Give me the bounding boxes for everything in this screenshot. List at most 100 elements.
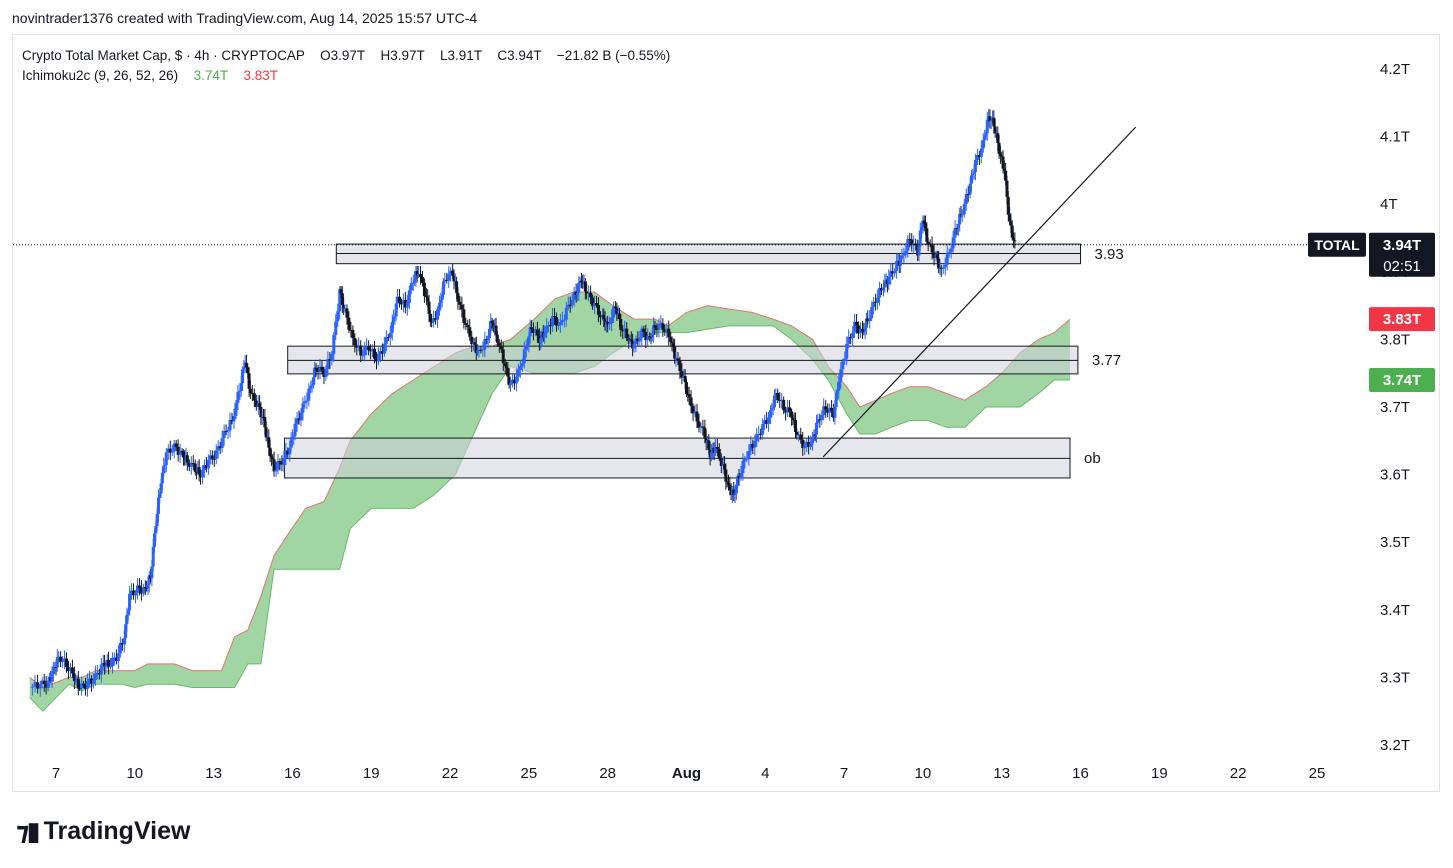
candle-body <box>452 275 456 282</box>
candle-body <box>376 354 380 362</box>
candle-body <box>46 680 50 688</box>
zone-label: ob <box>1084 450 1101 467</box>
candle-body <box>411 282 415 284</box>
symbol-tag <box>1308 232 1366 257</box>
candle-body <box>790 411 794 418</box>
candle-body <box>413 279 417 283</box>
candle-body <box>181 451 185 458</box>
candle-body <box>697 421 701 428</box>
candle-body <box>479 349 483 351</box>
candle-body <box>691 406 695 414</box>
candle-body <box>338 289 342 312</box>
candle-body <box>51 667 55 675</box>
candle-body <box>180 450 184 452</box>
candle-body <box>564 307 568 320</box>
candle-body <box>782 399 786 411</box>
candle-body <box>139 587 143 594</box>
candle-body <box>378 351 382 355</box>
tradingview-logo[interactable]: ⁊▮ TradingView <box>16 816 190 847</box>
candle-body <box>153 533 157 547</box>
candle-body <box>355 345 359 348</box>
candle-body <box>920 227 924 231</box>
candle-body <box>505 366 509 369</box>
candle-body <box>430 321 434 323</box>
candle-body <box>297 418 301 421</box>
candle-body <box>1009 221 1013 226</box>
candle-body <box>226 430 230 432</box>
candle-body <box>380 351 384 354</box>
candle-body <box>951 237 955 249</box>
candle-body <box>860 328 864 331</box>
candle-body <box>474 344 478 354</box>
candle-body <box>93 673 97 681</box>
candle-body <box>390 321 394 333</box>
candle-body <box>176 446 180 455</box>
candle-body <box>476 350 480 354</box>
candle-body <box>549 325 553 327</box>
candle-body <box>487 328 491 339</box>
candle-body <box>424 296 428 298</box>
candle-body <box>520 363 524 367</box>
candle-body <box>558 322 562 326</box>
candle-body <box>280 462 284 465</box>
candle-body <box>579 280 583 283</box>
candle-body <box>1013 240 1017 242</box>
candle-body <box>958 214 962 225</box>
candlesticks <box>30 109 1017 697</box>
candle-body <box>394 303 398 317</box>
candle-body <box>246 367 250 374</box>
cloud-span-b <box>29 325 1070 712</box>
candle-body <box>497 342 501 347</box>
candle-body <box>778 399 782 401</box>
candle-body <box>755 434 759 441</box>
candle-body <box>403 299 407 308</box>
candle-body <box>921 220 925 228</box>
candle-body <box>847 337 851 344</box>
candle-body <box>159 483 163 494</box>
candle-body <box>495 334 499 343</box>
candle-body <box>864 318 868 328</box>
candle-body <box>460 304 464 310</box>
candle-body <box>124 624 128 639</box>
candle-body <box>904 250 908 255</box>
candle-body <box>68 667 72 672</box>
candle-body <box>640 328 644 339</box>
candle-body <box>55 657 59 668</box>
candle-body <box>292 436 296 438</box>
candle-body <box>198 474 202 478</box>
current-price-text: 3.94T <box>1383 237 1421 254</box>
candle-body <box>305 400 309 402</box>
candle-body <box>135 585 139 593</box>
candle-body <box>415 271 419 276</box>
candle-body <box>922 220 926 224</box>
y-tick-label: 3.2T <box>1380 737 1410 754</box>
candle-body <box>866 318 870 322</box>
candle-body <box>357 345 361 348</box>
candle-body <box>481 349 485 351</box>
candle-body <box>863 327 867 332</box>
candle-body <box>162 465 166 473</box>
candle-body <box>155 513 159 526</box>
candle-body <box>508 383 512 386</box>
candle-body <box>489 320 493 329</box>
candle-body <box>490 320 494 323</box>
candle-body <box>239 383 243 391</box>
candle-body <box>293 423 297 437</box>
candle-body <box>228 420 232 431</box>
candle-body <box>926 241 930 244</box>
y-tick-label: 3.6T <box>1380 467 1410 484</box>
candle-body <box>935 254 939 259</box>
candle-body <box>583 281 587 292</box>
candle-body <box>816 419 820 423</box>
x-tick-label: 16 <box>284 765 301 782</box>
candle-body <box>151 546 155 567</box>
candle-body <box>743 459 747 461</box>
candle-body <box>811 436 815 444</box>
legend-row-symbol: Crypto Total Market Cap, $ · 4h · CRYPTO… <box>22 46 670 66</box>
candle-body <box>655 327 659 330</box>
candle-body <box>589 292 593 298</box>
legend-high: H3.97T <box>380 48 425 63</box>
candle-body <box>313 367 317 378</box>
candle-body <box>826 409 830 413</box>
